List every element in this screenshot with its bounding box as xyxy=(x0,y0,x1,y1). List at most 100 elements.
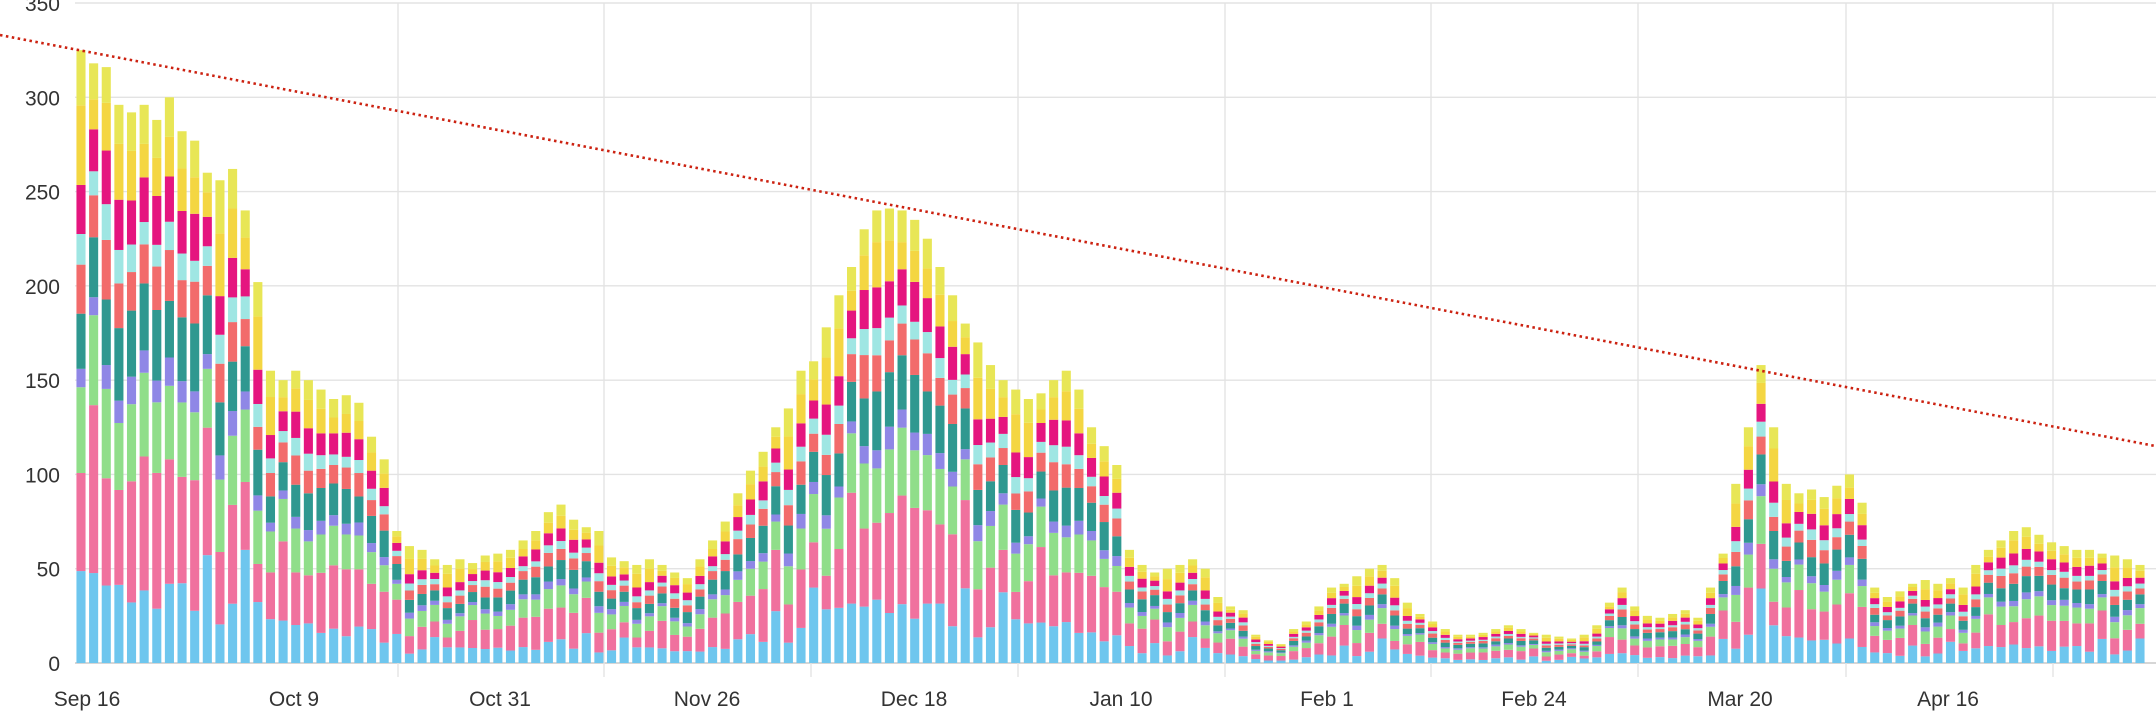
bar-stack[interactable] xyxy=(1301,621,1311,663)
bar-stack[interactable] xyxy=(619,561,629,663)
bar-stack[interactable] xyxy=(1844,474,1855,663)
bar-stack[interactable] xyxy=(1099,446,1109,663)
bar-stack[interactable] xyxy=(253,282,263,663)
bar-stack[interactable] xyxy=(1705,587,1716,663)
bar-stack[interactable] xyxy=(1213,597,1223,663)
bar-stack[interactable] xyxy=(1996,540,2006,663)
bar-stack[interactable] xyxy=(531,531,541,663)
bar-stack[interactable] xyxy=(1314,606,1324,663)
bar-stack[interactable] xyxy=(1819,497,1829,663)
bar-stack[interactable] xyxy=(1327,587,1337,663)
bar-stack[interactable] xyxy=(2122,559,2132,663)
bar-stack[interactable] xyxy=(1617,587,1627,663)
bar-stack[interactable] xyxy=(480,555,490,663)
bar-stack[interactable] xyxy=(291,370,301,663)
bar-stack[interactable] xyxy=(114,104,124,663)
bar-stack[interactable] xyxy=(1832,485,1842,663)
bar-stack[interactable] xyxy=(1289,629,1299,663)
bar-stack[interactable] xyxy=(1541,634,1551,663)
bar-stack[interactable] xyxy=(657,564,667,663)
bar-stack[interactable] xyxy=(1958,587,1968,663)
bar-stack[interactable] xyxy=(1263,640,1273,663)
bar-stack[interactable] xyxy=(1175,564,1185,663)
bar-stack[interactable] xyxy=(177,131,187,663)
bar-stack[interactable] xyxy=(543,512,553,663)
bar-stack[interactable] xyxy=(1061,370,1071,663)
bar-stack[interactable] xyxy=(379,459,389,663)
bar-stack[interactable] xyxy=(682,578,692,663)
bar-stack[interactable] xyxy=(1352,576,1362,663)
bar-stack[interactable] xyxy=(1465,634,1476,663)
bar-stack[interactable] xyxy=(139,104,149,663)
bar-stack[interactable] xyxy=(1756,365,1766,663)
bar-stack[interactable] xyxy=(2034,534,2044,663)
bar-stack[interactable] xyxy=(1440,629,1450,663)
bar-stack[interactable] xyxy=(1516,629,1526,663)
bar-stack[interactable] xyxy=(973,342,983,663)
bar-stack[interactable] xyxy=(101,67,111,663)
bar-stack[interactable] xyxy=(354,402,364,663)
bar-stack[interactable] xyxy=(1668,613,1678,663)
bar-stack[interactable] xyxy=(632,564,642,663)
bar-stack[interactable] xyxy=(1087,427,1097,663)
bar-stack[interactable] xyxy=(265,370,276,663)
bar-stack[interactable] xyxy=(1364,568,1374,663)
bar-stack[interactable] xyxy=(1124,549,1134,663)
bar-stack[interactable] xyxy=(366,436,377,663)
bar-stack[interactable] xyxy=(1200,568,1210,663)
bar-stack[interactable] xyxy=(1680,610,1690,663)
bar-stack[interactable] xyxy=(1592,625,1602,663)
bar-stack[interactable] xyxy=(1188,559,1198,663)
bar-stack[interactable] xyxy=(708,540,718,663)
bar-stack[interactable] xyxy=(1920,580,1930,663)
bar-stack[interactable] xyxy=(1567,638,1577,663)
bar-stack[interactable] xyxy=(202,172,212,663)
bar-stack[interactable] xyxy=(1718,553,1728,663)
bar-stack[interactable] xyxy=(872,210,882,663)
bar-stack[interactable] xyxy=(493,553,503,663)
bar-stack[interactable] xyxy=(606,557,617,663)
bar-stack[interactable] xyxy=(884,208,894,663)
bar-stack[interactable] xyxy=(695,559,705,663)
bar-stack[interactable] xyxy=(809,361,819,663)
bar-stack[interactable] xyxy=(215,180,225,663)
bar-stack[interactable] xyxy=(745,470,756,663)
bar-stack[interactable] xyxy=(1137,564,1147,663)
bar-stack[interactable] xyxy=(1390,578,1400,663)
bar-stack[interactable] xyxy=(518,540,528,663)
bar-stack[interactable] xyxy=(1238,610,1248,663)
bar-stack[interactable] xyxy=(2072,549,2082,663)
bar-stack[interactable] xyxy=(556,504,566,663)
bar-stack[interactable] xyxy=(1945,578,1956,663)
bar-stack[interactable] xyxy=(240,210,250,663)
bar-stack[interactable] xyxy=(468,563,478,663)
bar-stack[interactable] xyxy=(1074,389,1084,663)
bar-stack[interactable] xyxy=(1895,591,1905,663)
bar-stack[interactable] xyxy=(594,531,604,663)
bar-stack[interactable] xyxy=(910,219,920,663)
bar-stack[interactable] xyxy=(190,140,200,663)
bar-stack[interactable] xyxy=(1529,632,1539,663)
bar-stack[interactable] xyxy=(1478,632,1488,663)
bar-stack[interactable] xyxy=(2009,531,2019,663)
bar-stack[interactable] xyxy=(2135,564,2145,663)
bar-stack[interactable] xyxy=(1743,427,1753,663)
bar-stack[interactable] xyxy=(1731,483,1741,663)
bar-stack[interactable] xyxy=(1857,502,1867,663)
bar-stack[interactable] xyxy=(821,327,831,663)
bar-stack[interactable] xyxy=(1933,583,1943,663)
bar-stack[interactable] xyxy=(1225,606,1236,663)
bar-stack[interactable] xyxy=(228,168,238,663)
bar-stack[interactable] xyxy=(834,295,844,663)
bar-stack[interactable] xyxy=(1630,606,1640,663)
bar-stack[interactable] xyxy=(2047,542,2057,663)
bar-stack[interactable] xyxy=(998,380,1008,663)
bar-stack[interactable] xyxy=(960,323,970,663)
bar-stack[interactable] xyxy=(1604,602,1614,663)
bar-stack[interactable] xyxy=(796,370,806,663)
bar-stack[interactable] xyxy=(1781,483,1791,663)
bar-stack[interactable] xyxy=(1377,564,1387,663)
bar-stack[interactable] xyxy=(1036,393,1046,663)
bar-stack[interactable] xyxy=(1415,613,1425,663)
bar-stack[interactable] xyxy=(2059,546,2069,663)
